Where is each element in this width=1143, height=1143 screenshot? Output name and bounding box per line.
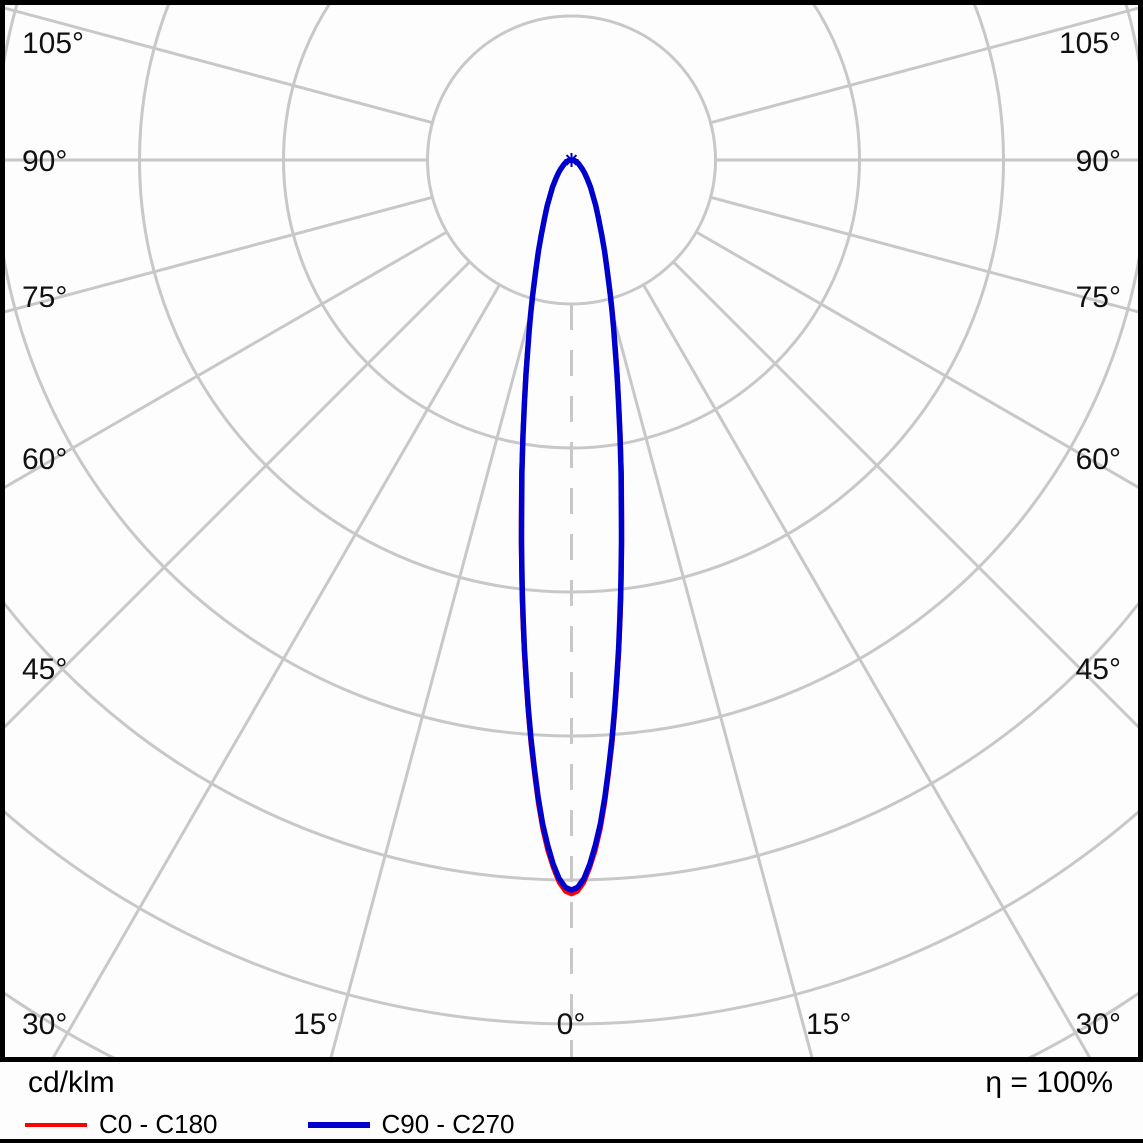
angle-tick-label: 45° (22, 653, 67, 686)
angle-tick-label: 15° (293, 1008, 338, 1041)
legend: C0 - C180 C90 - C270 (25, 1109, 514, 1140)
unit-label: cd/klm (28, 1066, 115, 1099)
angle-tick-label: 0° (557, 1008, 586, 1041)
legend-label-c90-c270: C90 - C270 (381, 1109, 515, 1139)
legend-line-blue-icon (307, 1121, 370, 1128)
polar-grid-rays (0, 5, 1143, 1062)
angle-tick-label: 30° (1076, 1008, 1121, 1041)
plot-footer: cd/klm η = 100% C0 - C180 C90 - C270 (0, 1062, 1143, 1143)
legend-item-c0-c180: C0 - C180 (25, 1109, 218, 1140)
legend-line-red-icon (25, 1122, 87, 1127)
angle-tick-label: 30° (22, 1008, 67, 1041)
angle-tick-label: 60° (22, 443, 67, 476)
angle-tick-label: 45° (1076, 653, 1121, 686)
angle-tick-label: 15° (806, 1008, 851, 1041)
efficiency-label: η = 100% (985, 1066, 1113, 1099)
angle-tick-label: 75° (22, 281, 67, 314)
angle-tick-label: 60° (1076, 443, 1121, 476)
angle-tick-label: 75° (1076, 281, 1121, 314)
curve-c90-c270 (518, 157, 625, 893)
plot-border (0, 0, 1143, 1062)
angle-tick-label: 90° (22, 145, 67, 178)
legend-item-c90-c270: C90 - C270 (307, 1109, 515, 1140)
peak-marker-star-icon (564, 153, 579, 167)
angle-tick-labels: 105° 105° 90° 90° 75° 75° 60° 60° 45° 45° 30° 30° 15… (22, 27, 1121, 1041)
legend-label-c0-c180: C0 - C180 (99, 1109, 218, 1139)
polar-plot-canvas: 105° 105° 90° 90° 75° 75° 60° 60° 45° 45° 30° 30° 15… (0, 0, 1143, 1062)
angle-tick-label: 105° (1059, 27, 1121, 60)
angle-tick-label: 90° (1076, 145, 1121, 178)
angle-tick-label: 105° (22, 27, 84, 60)
plot-background (0, 0, 1143, 1062)
